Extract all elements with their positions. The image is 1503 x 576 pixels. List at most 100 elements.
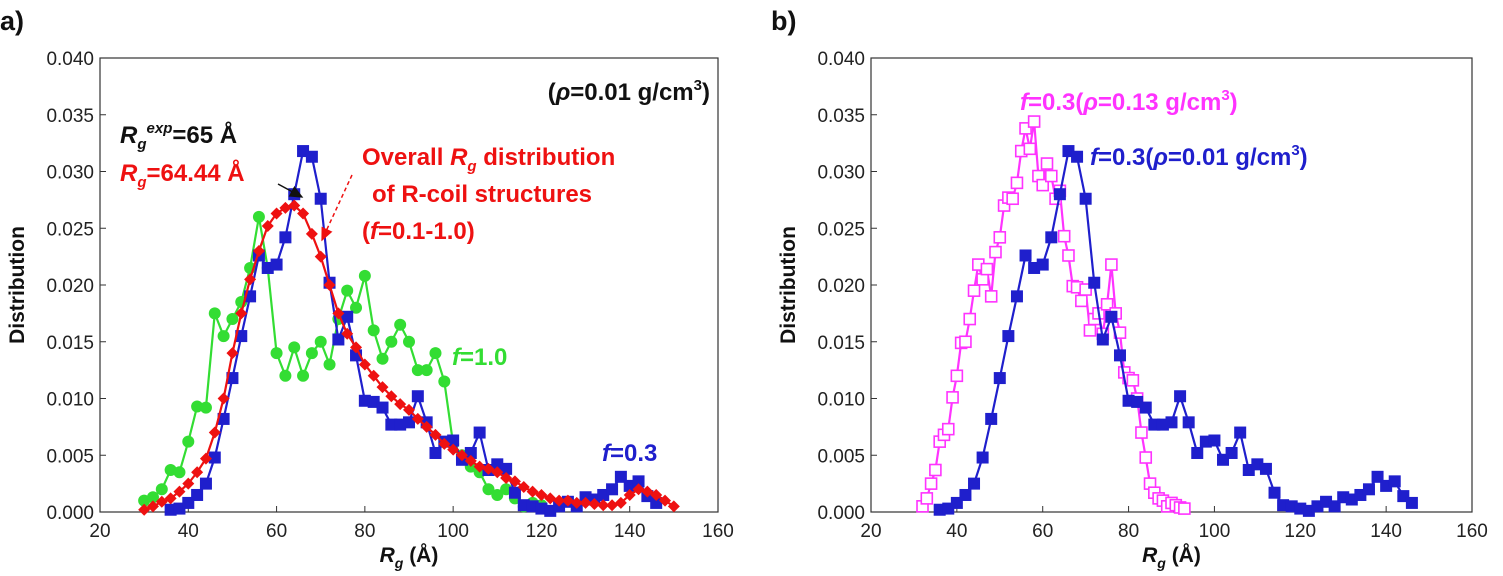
- marker: [208, 451, 221, 464]
- y-axis-label: Distribution: [6, 226, 29, 344]
- marker: [959, 488, 972, 501]
- marker: [341, 284, 354, 297]
- marker: [650, 496, 663, 509]
- marker: [1040, 157, 1054, 170]
- marker: [1105, 258, 1118, 271]
- marker: [1053, 188, 1066, 201]
- marker: [650, 488, 663, 501]
- marker: [191, 466, 204, 479]
- marker: [553, 494, 566, 507]
- marker: [314, 335, 327, 348]
- marker: [403, 335, 415, 348]
- x-axis-label-part: g: [394, 555, 404, 571]
- marker: [632, 475, 645, 488]
- x-tick-label: 100: [1199, 521, 1231, 542]
- x-tick-label: 100: [437, 521, 469, 542]
- marker: [182, 435, 195, 448]
- marker: [438, 375, 451, 388]
- marker: [1100, 297, 1114, 311]
- marker: [1182, 416, 1195, 429]
- plot-frame: [870, 57, 1473, 513]
- series-markers: [933, 145, 1418, 517]
- marker: [1225, 446, 1238, 459]
- marker: [968, 477, 981, 490]
- y-tick-label: 0.020: [46, 276, 94, 297]
- x-axis-label: Rg (Å): [1142, 543, 1201, 571]
- marker: [989, 245, 1002, 259]
- marker: [632, 483, 645, 496]
- y-tick-label: 0.030: [46, 163, 94, 184]
- marker: [606, 483, 619, 496]
- y-tick-label: 0.005: [817, 446, 865, 467]
- y-tick-label: 0.030: [817, 163, 865, 184]
- marker: [420, 364, 433, 377]
- marker: [508, 486, 521, 499]
- marker: [659, 494, 672, 507]
- panel-label: b): [771, 6, 796, 36]
- marker: [1178, 502, 1191, 515]
- marker: [1362, 483, 1375, 496]
- marker: [323, 358, 336, 371]
- marker: [1088, 276, 1101, 289]
- marker: [182, 477, 195, 490]
- marker: [1019, 122, 1032, 135]
- marker: [588, 498, 601, 511]
- marker: [403, 403, 415, 416]
- marker: [217, 392, 230, 405]
- marker: [1135, 426, 1148, 439]
- marker: [208, 426, 221, 439]
- y-tick-label: 0.035: [817, 106, 865, 127]
- marker: [376, 381, 389, 394]
- marker: [535, 488, 548, 501]
- marker: [199, 477, 212, 490]
- marker: [270, 258, 283, 271]
- x-tick-label: 140: [1370, 521, 1402, 542]
- marker: [297, 207, 310, 220]
- marker: [199, 452, 212, 465]
- marker: [1096, 333, 1109, 346]
- marker: [606, 499, 619, 512]
- marker: [1113, 349, 1126, 362]
- marker: [358, 358, 371, 371]
- marker: [385, 390, 398, 403]
- marker: [252, 244, 265, 257]
- marker: [1371, 470, 1384, 483]
- x-tick-label: 160: [702, 521, 734, 542]
- marker: [226, 372, 239, 385]
- marker: [155, 495, 168, 508]
- x-tick-label: 160: [1456, 521, 1488, 542]
- marker: [288, 199, 301, 212]
- annotation: Rg=64.44 Å: [120, 159, 245, 191]
- marker: [623, 488, 636, 501]
- marker: [924, 477, 938, 490]
- marker: [1079, 192, 1092, 205]
- marker: [464, 454, 477, 467]
- marker: [491, 466, 504, 479]
- marker: [963, 312, 977, 326]
- marker: [1405, 496, 1418, 509]
- marker: [1057, 229, 1071, 243]
- marker: [411, 412, 424, 425]
- marker: [438, 437, 451, 450]
- marker: [173, 485, 186, 498]
- marker: [500, 471, 513, 484]
- marker: [1079, 283, 1092, 296]
- marker: [984, 290, 998, 303]
- panel-label: a): [0, 6, 24, 36]
- marker: [1036, 178, 1050, 192]
- marker: [667, 500, 680, 513]
- marker: [385, 335, 398, 348]
- marker: [473, 460, 486, 473]
- marker: [1234, 426, 1247, 439]
- marker: [1328, 500, 1341, 513]
- marker: [411, 390, 424, 403]
- marker: [155, 483, 168, 496]
- marker: [1388, 475, 1401, 488]
- annotation: (ρ=0.01 g/cm3): [548, 77, 710, 106]
- y-tick-label: 0.040: [817, 49, 865, 70]
- marker: [535, 502, 548, 515]
- marker: [491, 488, 504, 501]
- marker: [1071, 150, 1084, 163]
- marker: [993, 231, 1007, 244]
- marker: [270, 347, 283, 360]
